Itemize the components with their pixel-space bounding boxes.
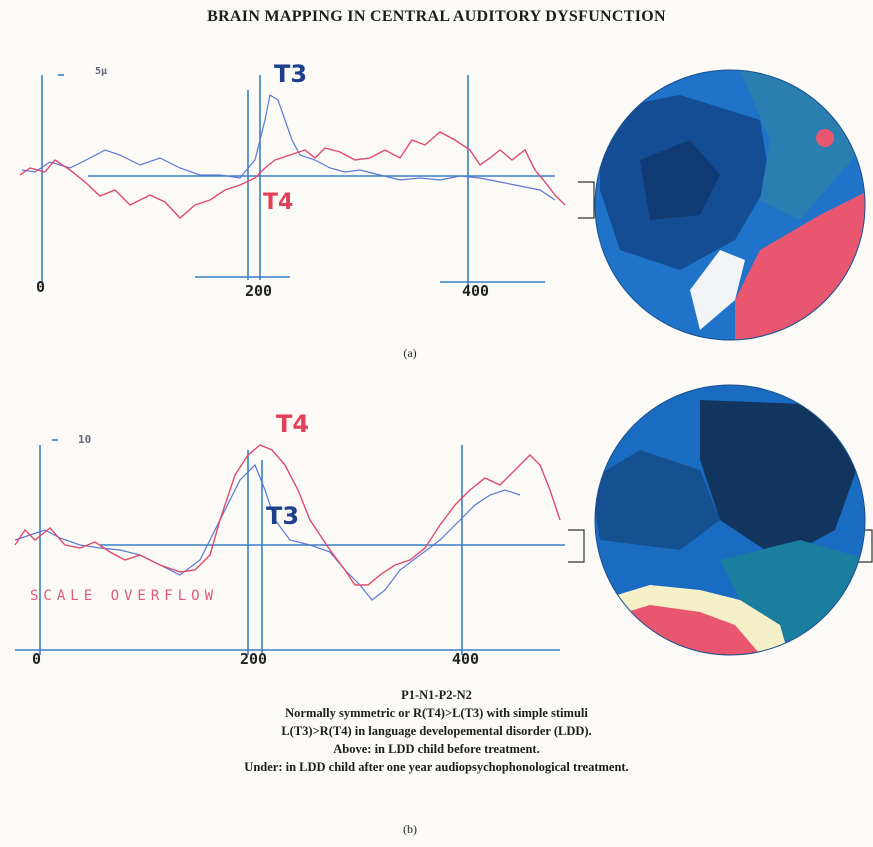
note-line-1: P1-N1-P2-N2	[401, 688, 472, 702]
panel-a-caption: (a)	[403, 346, 417, 360]
panel-a-brain-map	[595, 70, 865, 340]
note-line-2: Normally symmetric or R(T4)>L(T3) with s…	[285, 706, 588, 720]
panel-a-xtick-400: 400	[462, 282, 490, 300]
note-line-3: L(T3)>R(T4) in language developemental d…	[281, 724, 592, 738]
panel-a-t4-trace	[19, 131, 566, 219]
panel-a-t3-trace	[21, 94, 556, 201]
panel-a-xtick-0: 0	[36, 278, 46, 296]
panel-b-t3-label: T3	[266, 502, 300, 530]
panel-a-t3-label: T3	[274, 60, 308, 88]
figure-title: BRAIN MAPPING IN CENTRAL AUDITORY DYSFUN…	[207, 8, 666, 25]
note-line-4: Above: in LDD child before treatment.	[333, 742, 540, 756]
panel-b-xtick-200: 200	[240, 650, 268, 668]
panel-b-t3-trace	[14, 463, 521, 601]
panel-b-t4-label: T4	[276, 410, 310, 438]
panel-b-scale-overflow: SCALE OVERFLOW	[30, 588, 219, 604]
panel-b-t4-trace	[14, 444, 561, 586]
panel-b-xtick-0: 0	[32, 650, 42, 668]
panel-a-t4-label: T4	[263, 190, 294, 215]
panel-b-scale-label: 10	[78, 433, 92, 446]
panel-a-xtick-200: 200	[245, 282, 273, 300]
panel-b-caption: (b)	[403, 822, 417, 836]
note-line-5: Under: in LDD child after one year audio…	[244, 760, 629, 774]
figure-notes: P1-N1-P2-N2 Normally symmetric or R(T4)>…	[0, 686, 873, 776]
panel-b-brain-map	[595, 385, 865, 655]
panel-b-xtick-400: 400	[452, 650, 480, 668]
panel-a-scale-label: 5µ	[95, 66, 108, 77]
